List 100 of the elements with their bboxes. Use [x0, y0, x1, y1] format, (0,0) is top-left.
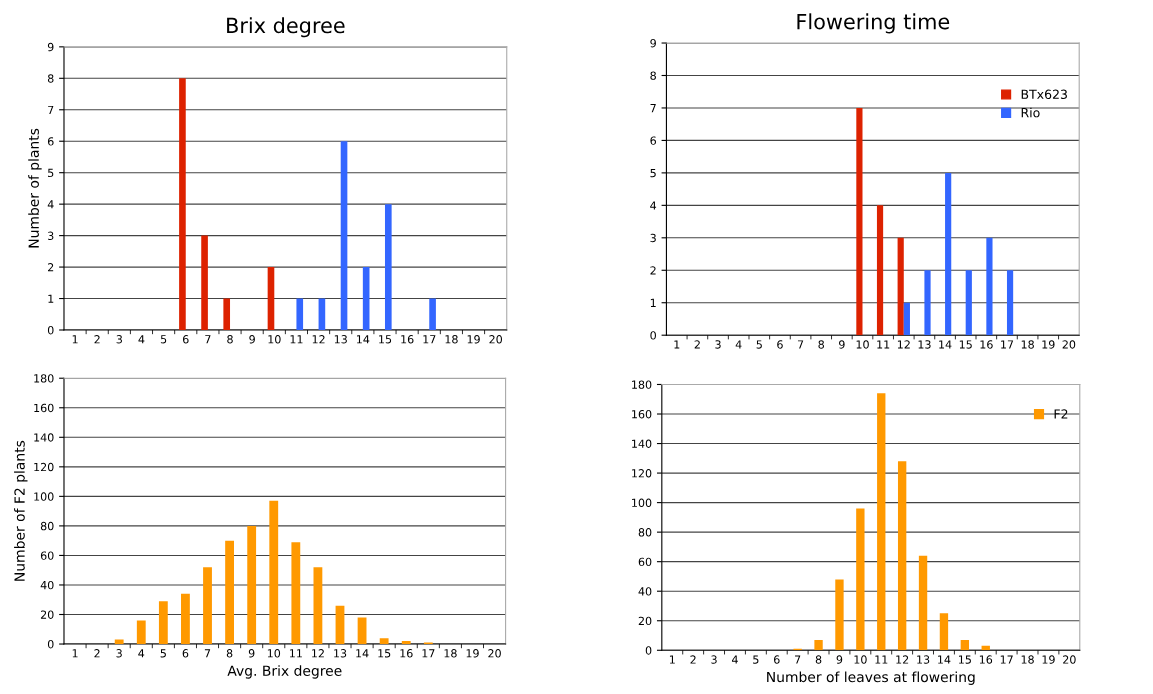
y-tick-label: 0: [650, 331, 656, 340]
x-tick-label: 7: [204, 649, 211, 658]
y-tick-label: 4: [47, 200, 54, 209]
chart-title: Brix degree: [227, 17, 345, 38]
bar: [965, 270, 972, 336]
x-tick-label: 10: [268, 335, 281, 344]
y-tick-label: 160: [34, 403, 54, 413]
bar: [203, 567, 212, 645]
x-tick-label: 9: [248, 649, 255, 658]
bar: [835, 579, 844, 651]
x-tick-label: 18: [1021, 655, 1034, 664]
x-tick-label: 16: [401, 335, 414, 344]
bar: [856, 107, 863, 336]
x-tick-label: 15: [379, 335, 392, 344]
x-tick-label: 6: [182, 649, 189, 658]
y-tick-label: 5: [650, 169, 656, 178]
x-tick-label: 5: [756, 340, 762, 349]
bar: [247, 525, 257, 645]
x-tick-label: 2: [690, 655, 696, 664]
x-tick-label: 9: [836, 655, 843, 664]
bar: [296, 298, 304, 330]
bar: [814, 639, 823, 651]
bar: [179, 78, 186, 330]
bar: [201, 235, 208, 330]
y-tick-label: 100: [34, 492, 54, 501]
x-tick-label: 1: [72, 649, 78, 658]
y-tick-label: 120: [34, 462, 54, 472]
x-tick-label: 6: [182, 335, 189, 344]
x-tick-label: 14: [938, 655, 951, 664]
x-tick-label: 3: [711, 655, 717, 664]
x-tick-label: 7: [797, 340, 804, 349]
bar: [897, 461, 907, 651]
x-tick-label: 19: [1042, 340, 1055, 349]
x-tick-label: 2: [94, 649, 100, 658]
chart-title: Flowering time: [797, 13, 950, 34]
x-axis-title: Number of leaves at flowering: [767, 671, 975, 685]
y-tick-label: 3: [48, 231, 54, 240]
y-tick-label: 7: [48, 105, 54, 114]
x-tick-label: 13: [334, 649, 347, 658]
y-tick-label: 120: [632, 469, 652, 478]
x-tick-label: 7: [795, 655, 801, 664]
x-tick-label: 15: [378, 649, 391, 658]
legend-label: BTx623: [1021, 89, 1067, 100]
bar: [856, 508, 865, 651]
bar: [225, 540, 235, 645]
x-tick-label: 9: [249, 335, 255, 344]
x-tick-label: 6: [774, 655, 780, 664]
x-tick-label: 3: [116, 335, 122, 344]
x-tick-label: 12: [312, 335, 325, 344]
x-tick-label: 16: [979, 655, 993, 664]
bar: [291, 542, 301, 645]
y-tick-label: 160: [632, 409, 652, 419]
bar: [223, 298, 231, 330]
y-tick-label: 8: [47, 74, 54, 83]
y-tick-label: 5: [48, 168, 54, 178]
x-tick-label: 4: [731, 655, 738, 664]
bar: [340, 141, 348, 330]
bar: [267, 267, 275, 330]
x-tick-label: 20: [1062, 340, 1076, 349]
x-tick-label: 13: [918, 340, 931, 349]
bar: [897, 237, 904, 336]
bar: [335, 605, 345, 645]
x-tick-label: 17: [1000, 655, 1013, 664]
y-tick-label: 180: [34, 374, 54, 383]
bar: [136, 620, 146, 645]
x-tick-label: 1: [674, 340, 680, 349]
x-tick-label: 11: [875, 655, 888, 664]
legend-label: Rio: [1021, 107, 1040, 118]
y-tick-label: 1: [48, 294, 54, 303]
x-tick-label: 10: [267, 649, 281, 658]
y-tick-label: 140: [632, 439, 652, 448]
x-tick-label: 10: [856, 340, 869, 349]
y-tick-label: 2: [48, 263, 54, 272]
y-tick-label: 4: [650, 201, 657, 210]
x-tick-label: 19: [466, 649, 479, 658]
x-tick-label: 9: [839, 340, 845, 349]
y-tick-label: 8: [650, 71, 656, 80]
y-tick-label: 0: [645, 646, 652, 655]
y-tick-label: 1: [650, 298, 656, 307]
x-tick-label: 17: [1001, 340, 1014, 349]
bar: [362, 267, 370, 330]
bar: [357, 617, 367, 645]
x-tick-label: 5: [753, 655, 759, 664]
y-tick-label: 7: [650, 104, 656, 113]
x-tick-label: 19: [467, 335, 480, 344]
x-tick-label: 19: [1042, 655, 1055, 664]
x-tick-label: 3: [715, 340, 721, 349]
x-tick-label: 18: [444, 649, 457, 658]
bar: [114, 639, 124, 645]
legend-label: F2: [1054, 409, 1068, 419]
y-tick-label: 60: [40, 551, 54, 560]
y-tick-label: 40: [638, 587, 652, 596]
x-tick-label: 8: [818, 340, 824, 349]
y-axis-title: Number of F2 plants: [14, 440, 28, 581]
bar: [313, 567, 323, 645]
y-tick-label: 20: [40, 610, 54, 619]
x-tick-label: 20: [1063, 655, 1076, 664]
x-tick-label: 11: [877, 340, 890, 349]
x-tick-label: 14: [356, 649, 369, 658]
bar: [429, 298, 436, 330]
